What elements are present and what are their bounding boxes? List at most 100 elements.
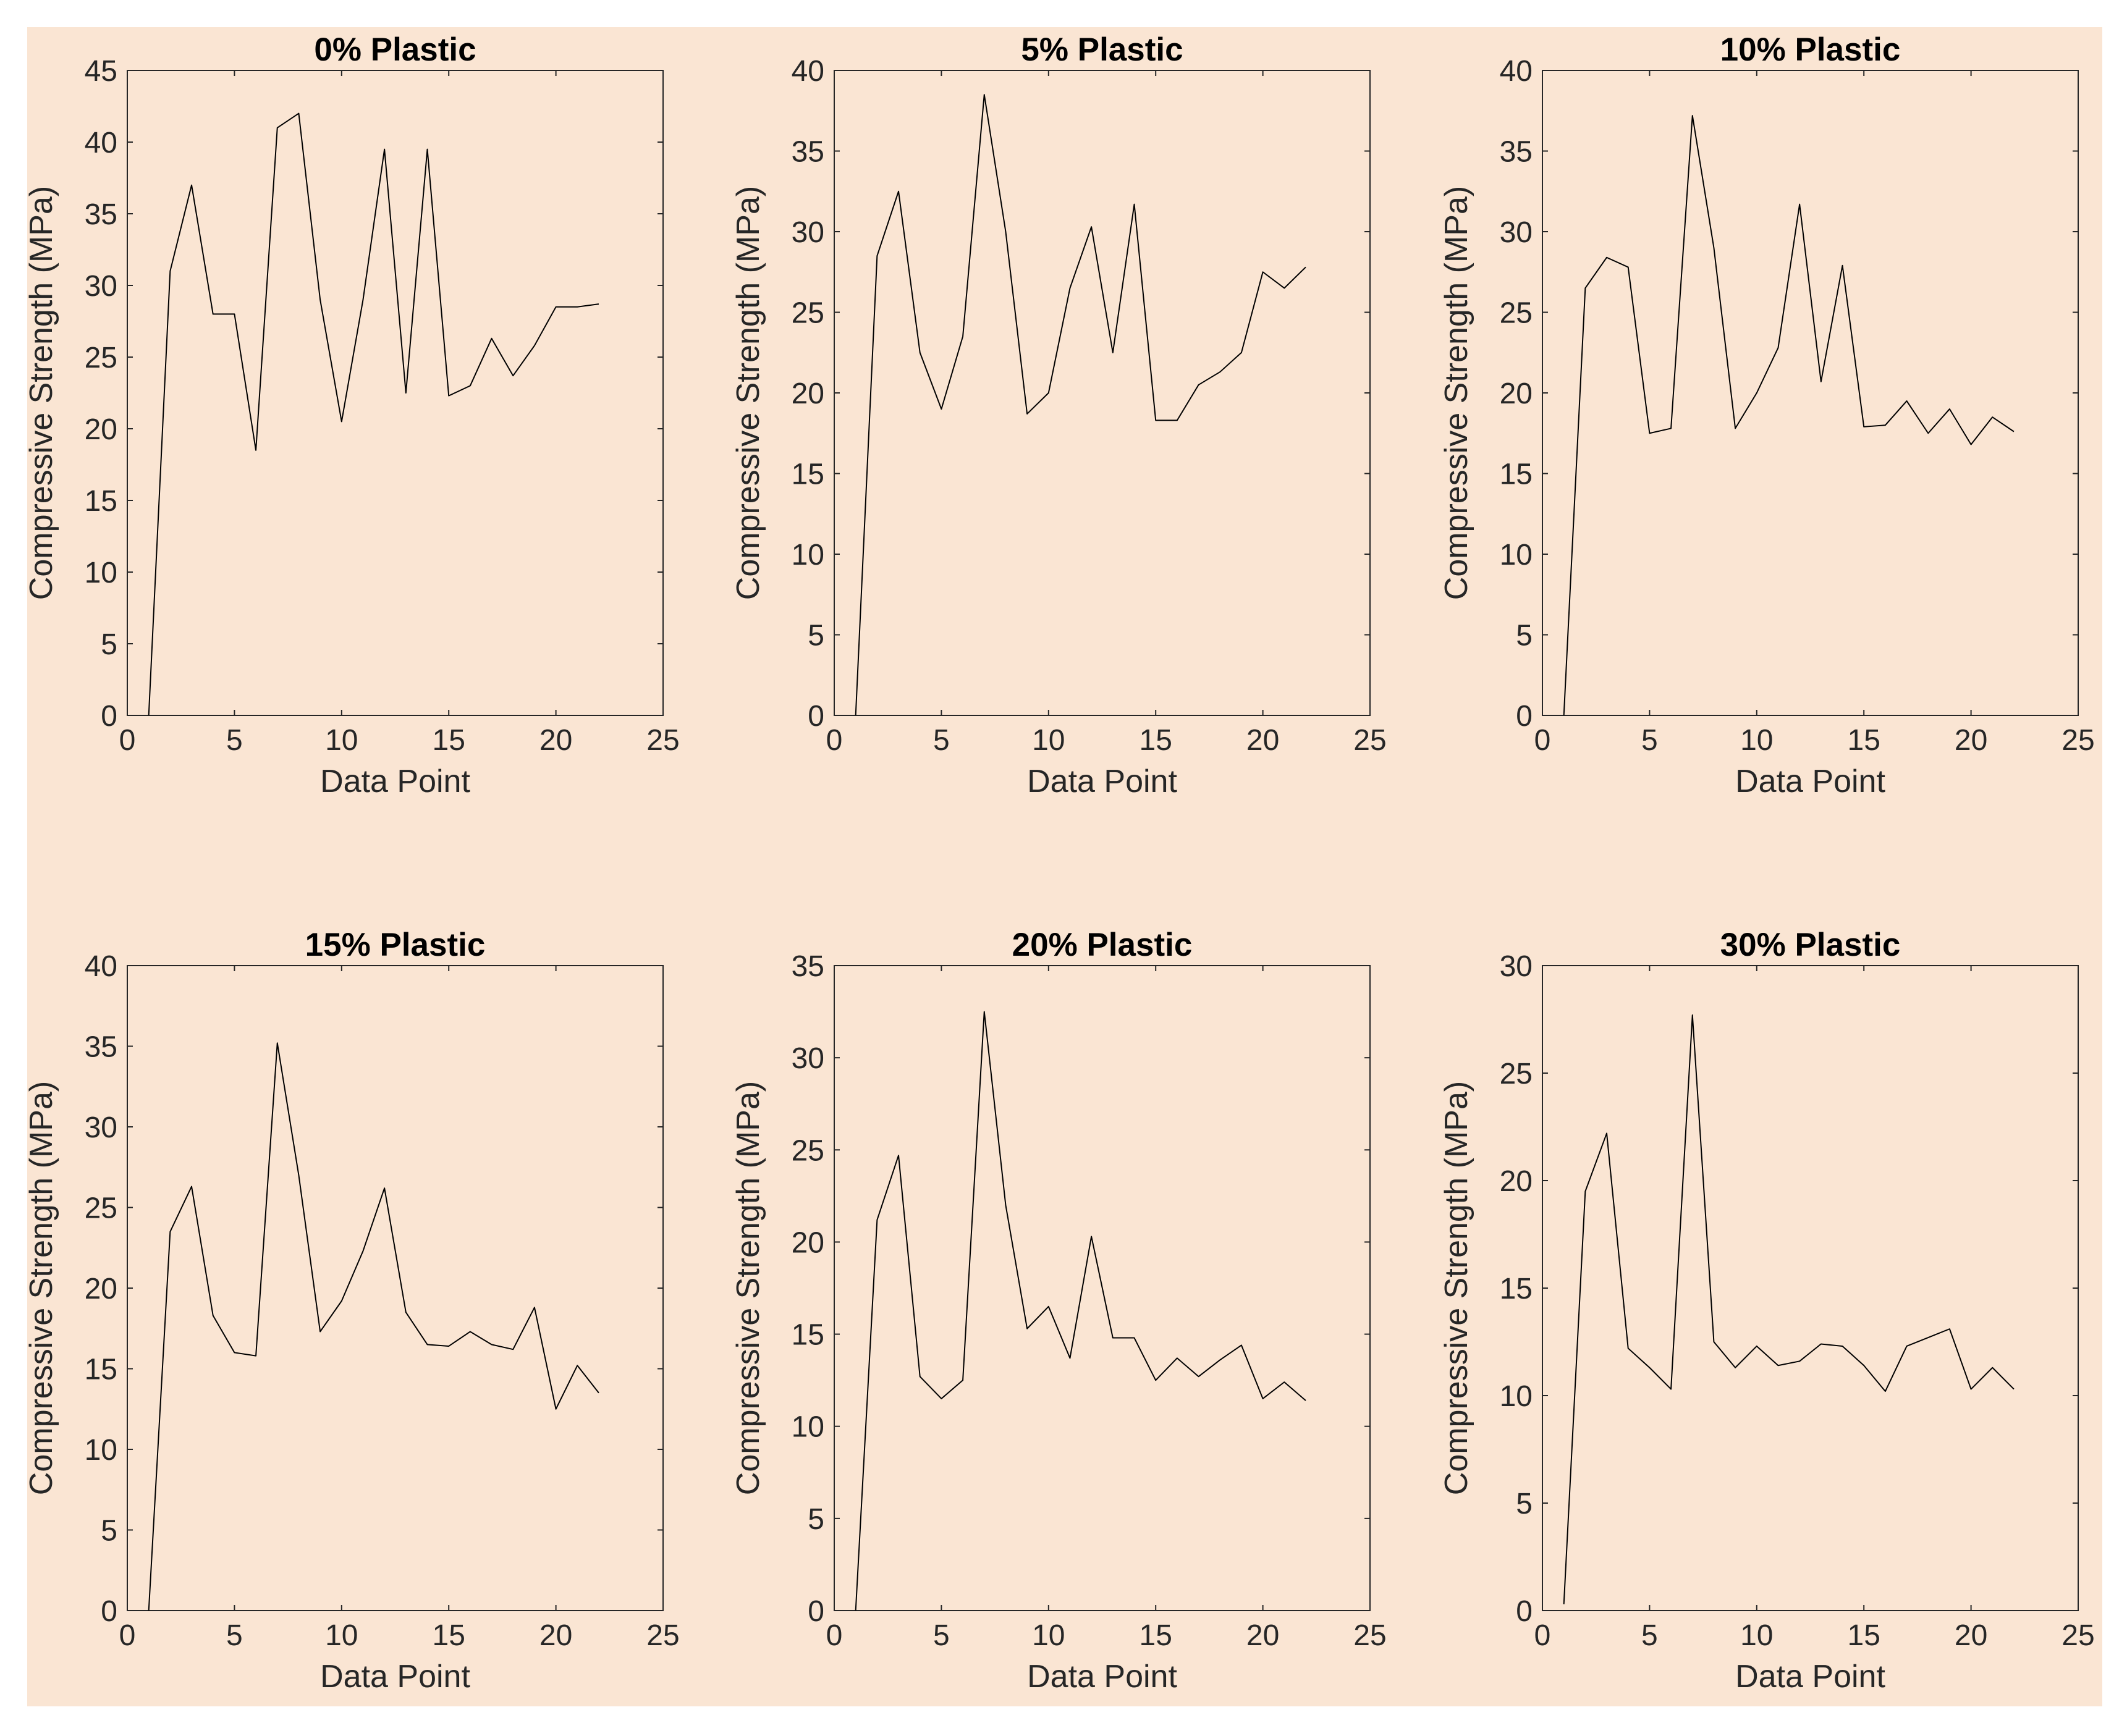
chart-title: 5% Plastic: [1021, 32, 1183, 68]
y-tick-label: 25: [1500, 297, 1533, 330]
y-tick-label: 35: [1500, 136, 1533, 169]
y-tick-label: 10: [792, 539, 824, 571]
y-tick-label: 40: [792, 55, 824, 88]
x-tick-label: 5: [226, 724, 243, 757]
x-axis-label: Data Point: [1735, 764, 1885, 799]
y-tick-label: 40: [85, 950, 117, 983]
y-tick-label: 10: [85, 557, 117, 589]
x-tick-label: 5: [1641, 1619, 1658, 1652]
x-tick-label: 20: [1955, 724, 1987, 757]
chart-title: 0% Plastic: [314, 32, 476, 68]
x-tick-label: 10: [1740, 724, 1773, 757]
y-tick-label: 5: [1516, 1488, 1533, 1520]
y-tick-label: 40: [1500, 55, 1533, 88]
x-tick-label: 0: [1534, 724, 1551, 757]
x-tick-label: 20: [539, 1619, 572, 1652]
x-tick-label: 10: [1032, 1619, 1065, 1652]
y-tick-label: 30: [1500, 950, 1533, 983]
y-axis-label: Compressive Strength (MPa): [23, 186, 59, 600]
x-tick-label: 20: [539, 724, 572, 757]
x-tick-label: 0: [826, 724, 843, 757]
y-tick-label: 30: [85, 1111, 117, 1144]
y-tick-label: 15: [792, 1319, 824, 1352]
y-tick-label: 15: [1500, 1273, 1533, 1305]
x-tick-label: 25: [646, 1619, 679, 1652]
x-axis-label: Data Point: [320, 764, 470, 799]
x-axis-label: Data Point: [1735, 1659, 1885, 1695]
y-tick-label: 25: [792, 297, 824, 330]
y-axis-label: Compressive Strength (MPa): [23, 1081, 59, 1495]
x-tick-label: 5: [226, 1619, 243, 1652]
y-tick-label: 0: [101, 700, 117, 733]
y-tick-label: 15: [792, 458, 824, 491]
data-line: [855, 94, 1306, 716]
y-tick-label: 5: [808, 1503, 824, 1536]
x-tick-label: 15: [433, 724, 465, 757]
y-tick-label: 25: [792, 1134, 824, 1167]
figure-background: [27, 27, 2102, 1706]
x-tick-label: 15: [433, 1619, 465, 1652]
x-tick-label: 25: [2061, 724, 2094, 757]
x-tick-label: 10: [325, 1619, 358, 1652]
x-tick-label: 20: [1246, 1619, 1279, 1652]
x-tick-label: 5: [933, 724, 950, 757]
y-tick-label: 35: [85, 198, 117, 231]
y-tick-label: 20: [792, 377, 824, 410]
x-tick-label: 15: [1140, 1619, 1172, 1652]
x-tick-label: 25: [1353, 724, 1386, 757]
x-tick-label: 0: [826, 1619, 843, 1652]
y-tick-label: 35: [85, 1031, 117, 1064]
y-tick-label: 35: [792, 950, 824, 983]
y-tick-label: 25: [85, 1192, 117, 1225]
x-axis-label: Data Point: [1027, 1659, 1177, 1695]
x-tick-label: 15: [1848, 724, 1880, 757]
y-tick-label: 0: [808, 1595, 824, 1628]
y-tick-label: 30: [85, 270, 117, 303]
x-tick-label: 10: [1032, 724, 1065, 757]
x-axis-label: Data Point: [320, 1659, 470, 1695]
x-tick-label: 20: [1955, 1619, 1987, 1652]
y-tick-label: 5: [101, 628, 117, 661]
x-tick-label: 5: [1641, 724, 1658, 757]
y-tick-label: 15: [85, 1354, 117, 1386]
x-tick-label: 0: [1534, 1619, 1551, 1652]
y-tick-label: 0: [101, 1595, 117, 1628]
y-tick-label: 20: [85, 1273, 117, 1305]
chart-title: 30% Plastic: [1720, 927, 1901, 963]
y-axis-label: Compressive Strength (MPa): [1439, 1081, 1474, 1495]
x-axis-label: Data Point: [1027, 764, 1177, 799]
y-tick-label: 0: [808, 700, 824, 733]
x-tick-label: 20: [1246, 724, 1279, 757]
data-line: [148, 112, 599, 716]
y-tick-label: 30: [792, 1042, 824, 1075]
y-tick-label: 25: [1500, 1058, 1533, 1090]
y-tick-label: 10: [792, 1411, 824, 1444]
data-line: [148, 1042, 599, 1611]
x-tick-label: 10: [1740, 1619, 1773, 1652]
x-tick-label: 15: [1848, 1619, 1880, 1652]
x-tick-label: 0: [119, 724, 136, 757]
y-tick-label: 40: [85, 127, 117, 159]
x-tick-label: 15: [1140, 724, 1172, 757]
x-tick-label: 25: [1353, 1619, 1386, 1652]
x-tick-label: 5: [933, 1619, 950, 1652]
chart-title: 20% Plastic: [1012, 927, 1193, 963]
data-line: [1563, 115, 2015, 716]
axes-box: [127, 70, 664, 716]
y-tick-label: 20: [792, 1226, 824, 1259]
y-tick-label: 5: [101, 1515, 117, 1548]
y-tick-label: 20: [1500, 377, 1533, 410]
x-tick-label: 25: [2061, 1619, 2094, 1652]
data-line: [855, 1011, 1306, 1611]
y-tick-label: 15: [85, 485, 117, 518]
y-tick-label: 30: [792, 216, 824, 249]
y-tick-label: 10: [1500, 539, 1533, 571]
y-tick-label: 0: [1516, 1595, 1533, 1628]
data-line: [1563, 1014, 2015, 1604]
y-axis-label: Compressive Strength (MPa): [1439, 186, 1474, 600]
y-axis-label: Compressive Strength (MPa): [730, 1081, 766, 1495]
y-tick-label: 35: [792, 136, 824, 169]
y-tick-label: 0: [1516, 700, 1533, 733]
